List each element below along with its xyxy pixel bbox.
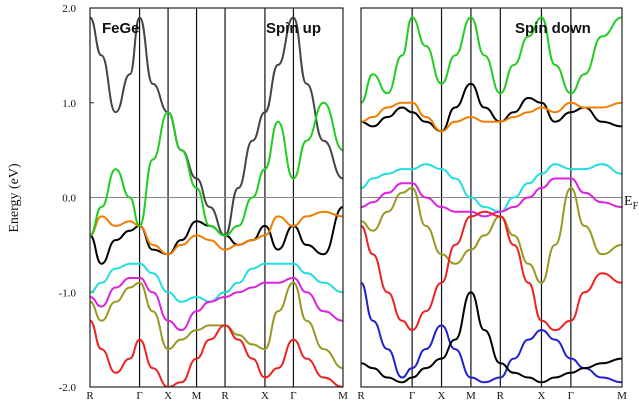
fermi-label-subscript: F	[633, 201, 639, 212]
y-tick-labels: 2.0 1.0 0.0 -1.0 -2.0	[59, 3, 94, 394]
x-tick-label: X	[537, 390, 545, 402]
x-tick-label: R	[86, 390, 94, 402]
band-line	[90, 277, 343, 332]
y-tick-label: 2.0	[62, 3, 76, 15]
band-series-group	[361, 16, 622, 384]
band-line	[90, 319, 343, 387]
x-tick-label: Γ	[290, 390, 296, 402]
band-line	[361, 101, 622, 133]
x-tick-label: X	[438, 390, 446, 402]
fermi-level-label: EF	[624, 194, 639, 212]
y-tick-label: 1.0	[62, 98, 76, 110]
band-line	[361, 187, 622, 284]
band-line	[90, 16, 343, 237]
band-line	[361, 163, 622, 213]
panel-frame	[360, 7, 623, 388]
x-tick-label: X	[261, 390, 269, 402]
band-line	[361, 291, 622, 384]
x-tick-label: R	[497, 390, 505, 402]
band-series-group	[90, 16, 343, 387]
band-line	[361, 281, 622, 384]
spin-down-label: Spin down	[515, 20, 591, 37]
material-label: FeGe	[102, 20, 140, 37]
x-tick-label: Γ	[568, 390, 574, 402]
x-tick-label: Γ	[136, 390, 142, 402]
y-axis-label: Energy (eV)	[7, 163, 22, 233]
spin-up-label: Spin up	[266, 20, 321, 37]
y-tick-label: 0.0	[62, 193, 76, 205]
panel-frame	[89, 7, 344, 388]
band-line	[361, 16, 622, 104]
band-line	[90, 210, 343, 256]
fermi-label-main: E	[624, 194, 633, 209]
band-line	[361, 82, 622, 133]
x-tick-label: Γ	[409, 390, 415, 402]
x-tick-label: M	[338, 390, 348, 402]
x-tick-label: M	[192, 390, 202, 402]
y-tick-label: -1.0	[59, 287, 77, 299]
band-line	[361, 210, 622, 332]
x-tick-label: X	[164, 390, 172, 402]
x-tick-label: M	[617, 390, 627, 402]
x-tick-label: R	[221, 390, 229, 402]
band-line	[361, 177, 622, 218]
band-line	[90, 262, 343, 303]
x-tick-label: R	[357, 390, 365, 402]
y-tick-label: -2.0	[59, 382, 77, 394]
band-line	[90, 281, 343, 370]
x-tick-label: M	[466, 390, 476, 402]
band-line	[90, 101, 343, 237]
